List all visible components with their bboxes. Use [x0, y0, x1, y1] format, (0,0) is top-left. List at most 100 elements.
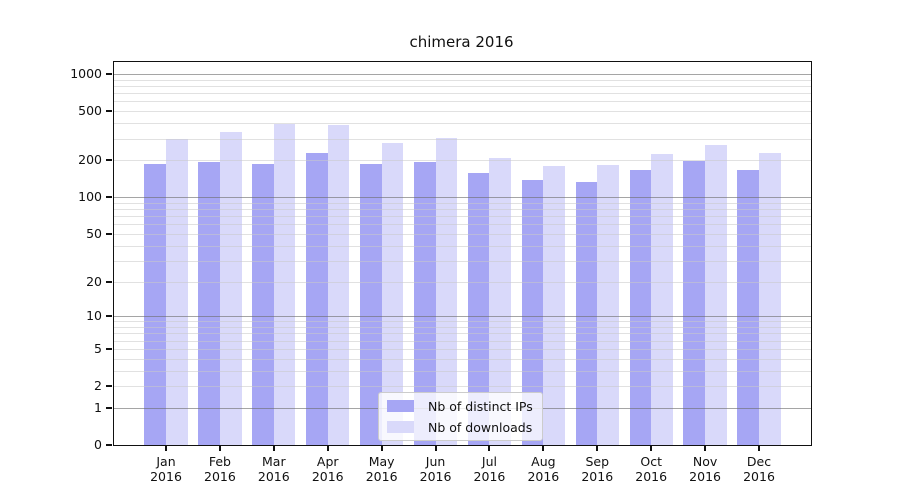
y-tick-mark [106, 110, 112, 113]
bar-downloads-feb [219, 132, 242, 445]
chart-title: chimera 2016 [409, 33, 514, 51]
x-tick-mark [758, 445, 760, 451]
plot-area: 1000 500 200 100 50 20 10 5 2 1 0 Jan 2016 Feb 2016… [70, 61, 812, 484]
gridline-major [114, 197, 811, 199]
x-tick-mark [650, 445, 653, 451]
x-tick-mark [542, 445, 545, 451]
x-tick-mark [218, 445, 221, 451]
legend-label-downloads: Nb of downloads [428, 419, 533, 435]
y-tick-label: 2 [94, 378, 102, 393]
gridline-minor [114, 386, 811, 387]
x-tick-mark [434, 445, 437, 451]
y-tick-label: 1 [94, 399, 102, 415]
gridline-minor [114, 370, 811, 372]
bar-downloads-jan [166, 138, 188, 445]
y-tick-mark [106, 159, 112, 162]
bar-downloads-jul [489, 157, 512, 445]
bar-downloads-may [381, 143, 404, 445]
y-tick-label: 5 [94, 340, 102, 356]
gridline-minor [114, 123, 811, 125]
bar-downloads-apr [327, 124, 350, 445]
y-tick-mark [106, 196, 112, 199]
legend-item-downloads: Nb of downloads [379, 419, 542, 436]
x-tick-label-sep: Sep 2016 [581, 454, 614, 484]
x-tick-mark [596, 445, 599, 451]
gridline-minor [114, 281, 811, 283]
y-tick-mark [106, 347, 112, 350]
x-tick-mark [704, 445, 707, 451]
gridline-minor [114, 111, 811, 113]
y-tick-mark [106, 73, 112, 76]
x-tick-label-dec: Dec 2016 [743, 454, 775, 484]
bar-downloads-aug [543, 166, 565, 445]
y-tick-label: 50 [86, 225, 102, 241]
gridline-minor [114, 333, 811, 335]
x-tick-label-nov: Nov 2016 [689, 454, 721, 484]
y-tick-label: 10 [86, 308, 102, 324]
x-tick-mark [488, 445, 491, 451]
legend: Nb of distinct IPs Nb of downloads [378, 392, 543, 441]
y-tick-label: 1000 [70, 66, 102, 82]
x-tick-label-apr: Apr 2016 [311, 454, 344, 484]
x-tick-label-feb: Feb 2016 [204, 454, 236, 484]
gridline-major [114, 316, 811, 318]
bar-distinct-ips-dec [737, 170, 759, 445]
y-tick-label: 200 [78, 152, 102, 168]
x-tick-label-mar: Mar 2016 [257, 454, 290, 484]
bar-distinct-ips-mar [252, 164, 274, 445]
gridline-minor [114, 79, 811, 81]
x-tick-label-oct: Oct 2016 [635, 454, 668, 484]
gridline-major [114, 74, 811, 76]
bar-downloads-dec [759, 152, 781, 445]
legend-item-distinct-ips: Nb of distinct IPs [379, 398, 542, 415]
y-tick-mark [106, 315, 112, 318]
x-tick-label-aug: Aug 2016 [527, 454, 560, 484]
gridline-minor [114, 101, 811, 103]
bar-downloads-oct [651, 154, 673, 445]
gridline-minor [114, 245, 811, 247]
y-tick-label: 0 [94, 437, 102, 452]
legend-swatch-distinct-ips-icon [387, 400, 414, 412]
gridline-minor [114, 86, 811, 88]
gridline-minor [114, 327, 811, 329]
y-tick-mark [106, 232, 112, 235]
gridline-minor [114, 358, 811, 360]
bar-downloads-sep [597, 165, 619, 445]
gridline-minor [114, 348, 811, 350]
x-tick-label-jan: Jan 2016 [150, 454, 182, 484]
x-tick-mark [326, 445, 329, 451]
gridline-minor [114, 321, 811, 323]
bar-distinct-ips-sep [575, 182, 598, 445]
y-tick-label: 500 [78, 103, 102, 119]
bar-distinct-ips-oct [629, 170, 652, 445]
x-tick-mark [165, 445, 167, 451]
y-tick-label: 20 [86, 273, 102, 289]
y-tick-mark [106, 444, 112, 446]
gridline-minor [114, 216, 811, 218]
bar-distinct-ips-apr [306, 153, 328, 445]
bar-distinct-ips-jan [144, 164, 166, 445]
y-tick-mark [106, 385, 112, 387]
gridline-minor [114, 138, 811, 140]
bar-downloads-nov [705, 145, 727, 445]
y-tick-label: 100 [78, 189, 102, 205]
gridline-minor [114, 340, 811, 342]
y-tick-mark [106, 280, 112, 283]
x-tick-label-jul: Jul 2016 [473, 454, 506, 484]
x-tick-mark [380, 445, 383, 451]
legend-label-distinct-ips: Nb of distinct IPs [428, 398, 533, 414]
bar-distinct-ips-jun [413, 162, 436, 445]
gridline-minor [114, 93, 811, 95]
bar-distinct-ips-feb [198, 162, 220, 445]
gridline-minor [114, 224, 811, 226]
x-tick-mark [272, 445, 275, 451]
gridline-minor [114, 202, 811, 204]
x-tick-label-jun: Jun 2016 [419, 454, 452, 484]
y-tick-mark [106, 406, 112, 409]
bar-distinct-ips-nov [683, 161, 706, 445]
gridline-minor [114, 209, 811, 211]
gridline-minor [114, 233, 811, 235]
bar-downloads-jun [435, 138, 458, 445]
bar-downloads-mar [273, 123, 296, 445]
